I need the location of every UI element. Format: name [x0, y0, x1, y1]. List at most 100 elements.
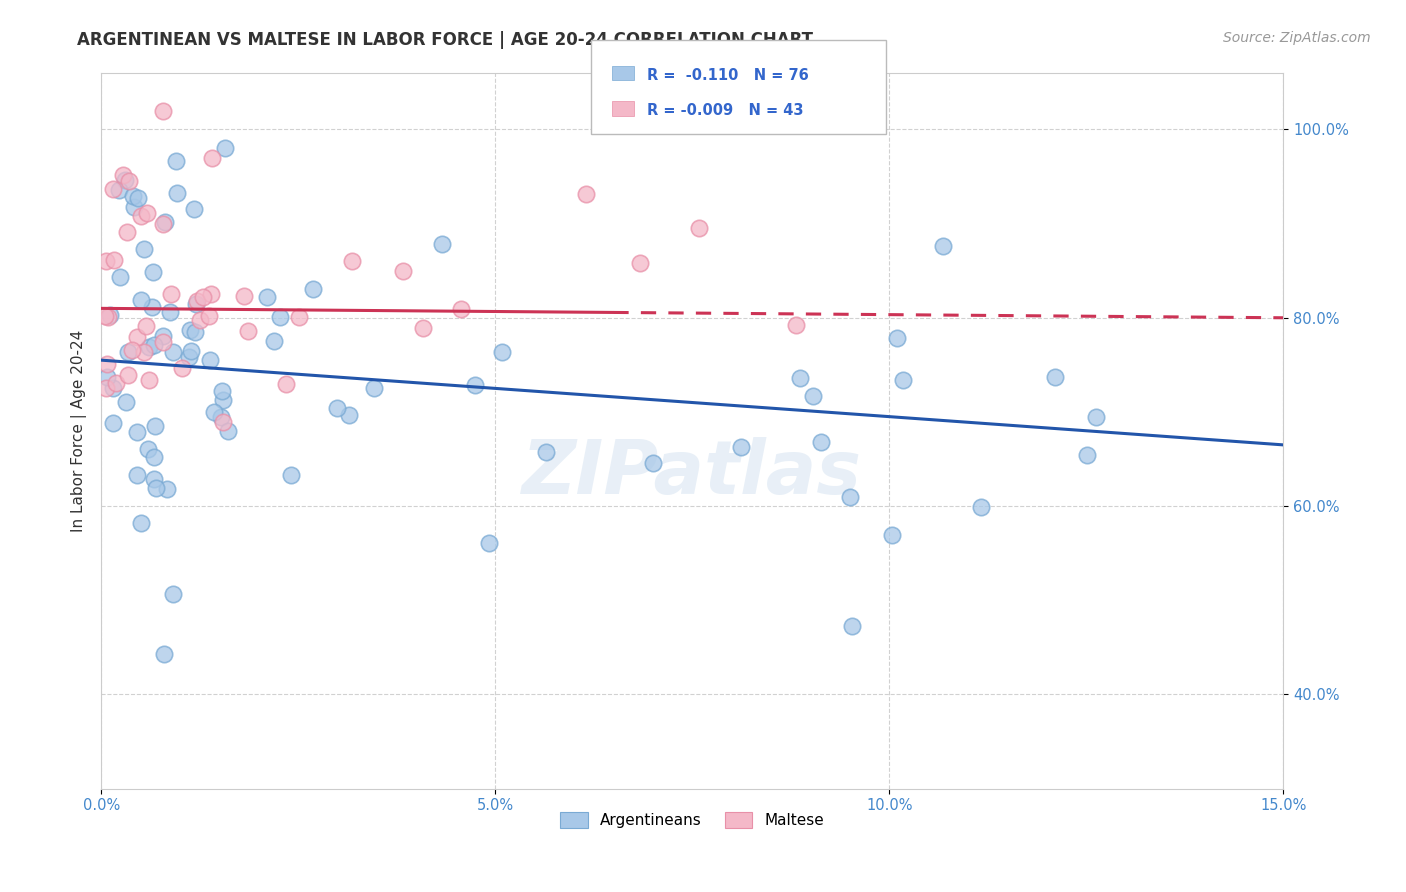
Point: [200, 352, 222, 367]
Point: [880, 528, 903, 542]
Point: [200, 287, 222, 301]
Point: [886, 330, 908, 344]
Point: [115, 225, 138, 239]
Point: [326, 401, 349, 415]
Point: [143, 419, 166, 434]
Point: [142, 265, 165, 279]
Point: [129, 516, 152, 530]
Point: [628, 256, 651, 270]
Point: [101, 182, 124, 196]
Point: [801, 389, 824, 403]
Point: [186, 293, 208, 308]
Point: [159, 304, 181, 318]
Point: [256, 290, 278, 304]
Text: R = -0.009   N = 43: R = -0.009 N = 43: [647, 103, 803, 119]
Point: [156, 482, 179, 496]
Text: ARGENTINEAN VS MALTESE IN LABOR FORCE | AGE 20-24 CORRELATION CHART: ARGENTINEAN VS MALTESE IN LABOR FORCE | …: [77, 31, 813, 49]
Point: [127, 468, 149, 483]
Point: [211, 384, 233, 398]
Point: [450, 301, 472, 316]
Point: [688, 221, 710, 235]
Text: Source: ZipAtlas.com: Source: ZipAtlas.com: [1223, 31, 1371, 45]
Point: [138, 340, 160, 354]
Point: [105, 376, 128, 391]
Point: [165, 154, 187, 169]
Point: [108, 270, 131, 285]
Point: [478, 536, 501, 550]
Point: [138, 374, 160, 388]
Point: [643, 457, 665, 471]
Point: [114, 173, 136, 187]
Point: [491, 345, 513, 359]
Point: [108, 183, 131, 197]
Point: [94, 309, 117, 323]
Point: [127, 191, 149, 205]
Point: [145, 481, 167, 495]
Y-axis label: In Labor Force | Age 20-24: In Labor Force | Age 20-24: [72, 330, 87, 532]
Point: [155, 214, 177, 228]
Point: [280, 468, 302, 483]
Point: [838, 490, 860, 504]
Legend: Argentineans, Maltese: Argentineans, Maltese: [554, 806, 830, 835]
Point: [342, 253, 364, 268]
Point: [891, 373, 914, 387]
Point: [188, 313, 211, 327]
Point: [117, 344, 139, 359]
Point: [236, 324, 259, 338]
Point: [464, 377, 486, 392]
Point: [136, 206, 159, 220]
Point: [391, 264, 413, 278]
Point: [132, 242, 155, 256]
Point: [101, 416, 124, 430]
Point: [363, 381, 385, 395]
Point: [103, 381, 125, 395]
Point: [152, 334, 174, 349]
Text: R =  -0.110   N = 76: R = -0.110 N = 76: [647, 68, 808, 83]
Text: ZIPatlas: ZIPatlas: [522, 437, 862, 510]
Point: [142, 450, 165, 464]
Point: [432, 237, 454, 252]
Point: [143, 472, 166, 486]
Point: [111, 168, 134, 182]
Point: [288, 310, 311, 325]
Point: [810, 435, 832, 450]
Point: [183, 202, 205, 216]
Point: [198, 309, 221, 323]
Point: [785, 318, 807, 332]
Point: [152, 217, 174, 231]
Point: [118, 174, 141, 188]
Point: [98, 308, 121, 322]
Point: [122, 200, 145, 214]
Point: [217, 424, 239, 438]
Point: [232, 289, 254, 303]
Point: [276, 377, 298, 392]
Point: [337, 409, 360, 423]
Point: [122, 189, 145, 203]
Point: [160, 287, 183, 301]
Point: [186, 297, 208, 311]
Point: [841, 619, 863, 633]
Point: [184, 325, 207, 339]
Point: [117, 368, 139, 383]
Point: [789, 371, 811, 385]
Point: [180, 343, 202, 358]
Point: [177, 351, 200, 365]
Point: [142, 338, 165, 352]
Point: [135, 319, 157, 334]
Point: [269, 310, 291, 324]
Point: [1045, 370, 1067, 384]
Point: [162, 344, 184, 359]
Point: [575, 187, 598, 202]
Point: [214, 140, 236, 154]
Point: [536, 445, 558, 459]
Point: [730, 440, 752, 454]
Point: [162, 587, 184, 601]
Point: [94, 253, 117, 268]
Point: [141, 300, 163, 314]
Point: [134, 345, 156, 359]
Point: [125, 329, 148, 343]
Point: [103, 253, 125, 268]
Point: [932, 239, 955, 253]
Point: [263, 334, 285, 348]
Point: [152, 329, 174, 343]
